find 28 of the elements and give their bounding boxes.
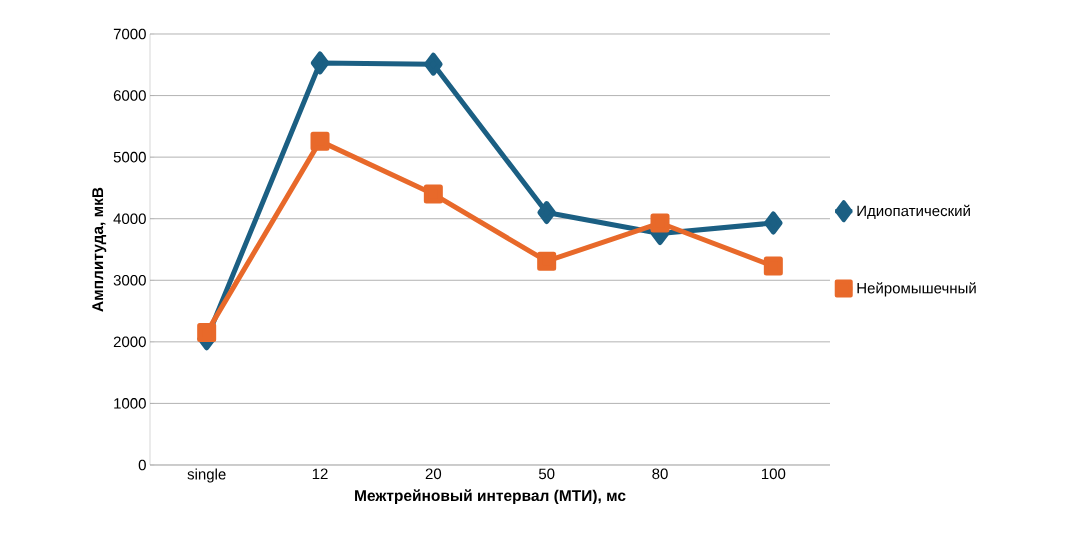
y-tick-label: 1000 (114, 398, 146, 409)
legend-label: Идиопатический (857, 204, 970, 219)
x-tick-label: 80 (652, 468, 668, 480)
x-tick-label: 50 (538, 468, 555, 480)
x-tick-label: 100 (761, 468, 786, 480)
y-tick-label: 0 (138, 459, 146, 471)
y-tick-label: 3000 (113, 274, 146, 286)
point (197, 323, 217, 343)
point (763, 256, 783, 276)
point (650, 213, 670, 233)
point (423, 184, 443, 204)
y-axis-title: Амплитуда, мкВ (92, 187, 107, 312)
point (310, 131, 330, 151)
x-axis-title: Межтрейновый интервал (МТИ), мс (355, 489, 626, 505)
x-tick-label: 12 (312, 468, 328, 479)
legend-label: Нейромышечный (857, 282, 976, 297)
point (537, 251, 557, 271)
point (424, 52, 443, 76)
y-tick-label: 7000 (113, 28, 146, 40)
point (764, 211, 783, 235)
x-tick-label: 20 (425, 468, 442, 480)
y-tick-label: 2000 (113, 336, 146, 348)
y-tick-label: 4000 (113, 213, 146, 225)
point (537, 201, 556, 225)
y-tick-label: 6000 (113, 90, 146, 101)
point (310, 51, 330, 75)
y-tick-label: 5000 (113, 151, 146, 163)
x-tick-label: single (187, 468, 226, 483)
